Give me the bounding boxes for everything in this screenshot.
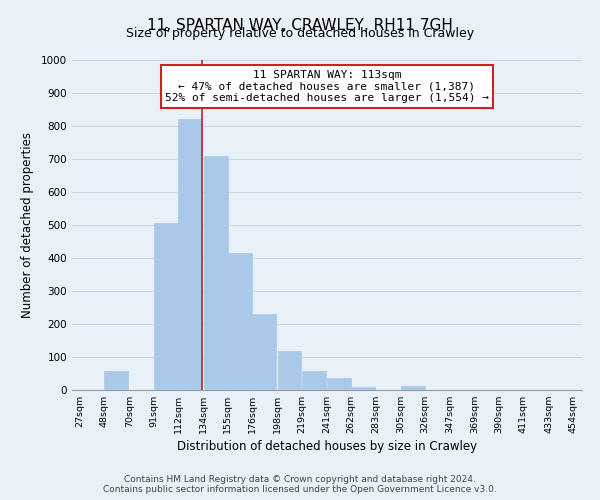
Y-axis label: Number of detached properties: Number of detached properties bbox=[21, 132, 34, 318]
Bar bbox=[327, 378, 351, 390]
Bar bbox=[302, 371, 326, 390]
Text: 11, SPARTAN WAY, CRAWLEY, RH11 7GH: 11, SPARTAN WAY, CRAWLEY, RH11 7GH bbox=[147, 18, 453, 32]
X-axis label: Distribution of detached houses by size in Crawley: Distribution of detached houses by size … bbox=[177, 440, 477, 454]
Bar bbox=[252, 314, 276, 390]
Bar bbox=[178, 120, 202, 390]
Bar bbox=[154, 224, 178, 390]
Bar bbox=[204, 156, 227, 390]
Text: 11 SPARTAN WAY: 113sqm
← 47% of detached houses are smaller (1,387)
52% of semi-: 11 SPARTAN WAY: 113sqm ← 47% of detached… bbox=[165, 70, 489, 103]
Bar bbox=[278, 351, 301, 390]
Bar bbox=[352, 386, 375, 390]
Text: Size of property relative to detached houses in Crawley: Size of property relative to detached ho… bbox=[126, 28, 474, 40]
Bar bbox=[104, 371, 128, 390]
Bar bbox=[401, 386, 425, 390]
Text: Contains HM Land Registry data © Crown copyright and database right 2024.
Contai: Contains HM Land Registry data © Crown c… bbox=[103, 474, 497, 494]
Bar bbox=[228, 253, 252, 390]
